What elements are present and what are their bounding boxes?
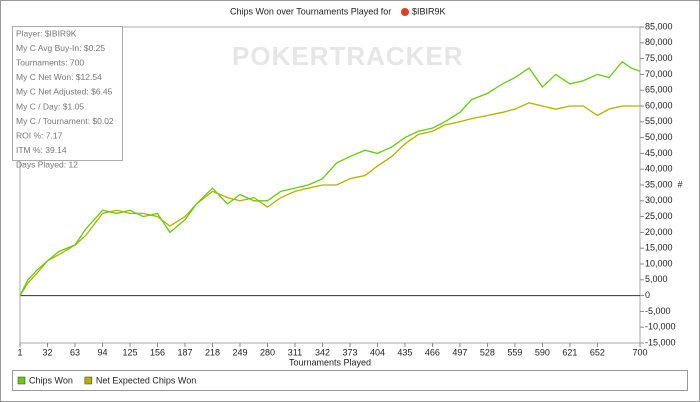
x-tick-label: 311 (288, 347, 302, 357)
y-tick-label: 50,000 (645, 132, 673, 142)
x-tick-label: 404 (370, 347, 385, 357)
x-tick-label: 1 (17, 347, 22, 357)
y-tick-label: 25,000 (645, 211, 673, 221)
y-tick-label: 0 (645, 290, 650, 300)
y-axis-label: # (677, 179, 682, 189)
stats-box (12, 26, 123, 161)
y-tick-label: -10,000 (645, 322, 676, 332)
stat-line: My C / Tournament: $0.02 (16, 116, 114, 126)
x-tick-label: 621 (562, 347, 577, 357)
y-tick-label: 5,000 (645, 274, 668, 284)
y-tick-label: 20,000 (645, 227, 673, 237)
y-tick-label: 85,000 (645, 21, 673, 31)
x-tick-label: 373 (342, 347, 357, 357)
stat-line: Days Played: 12 (16, 160, 78, 170)
x-tick-label: 652 (590, 347, 605, 357)
y-tick-label: 75,000 (645, 53, 673, 63)
stat-line: My C Net Won: $12.54 (16, 72, 102, 82)
x-tick-label: 156 (150, 347, 165, 357)
y-tick-label: 80,000 (645, 37, 673, 47)
y-tick-label: 70,000 (645, 69, 673, 79)
x-tick-label: 187 (177, 347, 192, 357)
legend (12, 370, 688, 391)
legend-label: Chips Won (29, 375, 73, 385)
stat-line: Tournaments: 700 (16, 57, 84, 67)
stat-line: Player: $IBIR9K (16, 28, 77, 38)
y-tick-label: 15,000 (645, 243, 673, 253)
x-tick-label: 218 (205, 347, 220, 357)
y-tick-label: 35,000 (645, 179, 673, 189)
player-name: $IBIR9K (412, 6, 446, 16)
x-tick-label: 497 (452, 347, 467, 357)
stat-line: My C Net Adjusted: $6.45 (16, 87, 113, 97)
y-tick-label: 55,000 (645, 116, 673, 126)
x-tick-label: 435 (397, 347, 412, 357)
player-icon (401, 8, 409, 16)
legend-swatch (84, 376, 93, 385)
x-tick-label: 559 (507, 347, 522, 357)
stat-line: ROI %: 7.17 (16, 130, 63, 140)
legend-label: Net Expected Chips Won (96, 375, 196, 385)
series-line (19, 60, 641, 296)
stat-line: ITM %: 39.14 (16, 145, 67, 155)
x-tick-label: 94 (97, 347, 107, 357)
y-tick-label: -15,000 (645, 337, 676, 347)
watermark: POKERTRACKER (232, 41, 464, 71)
chart-title: Chips Won over Tournaments Played for (230, 6, 391, 16)
x-tick-label: 125 (122, 347, 137, 357)
legend-swatch (17, 376, 26, 385)
x-tick-label: 590 (535, 347, 550, 357)
x-tick-label: 249 (232, 347, 247, 357)
x-tick-label: 466 (425, 347, 440, 357)
y-tick-label: 60,000 (645, 100, 673, 110)
y-tick-label: 30,000 (645, 195, 673, 205)
x-tick-label: 63 (70, 347, 80, 357)
y-tick-label: -5,000 (645, 306, 671, 316)
x-tick-label: 342 (315, 347, 330, 357)
y-tick-label: 40,000 (645, 164, 673, 174)
x-tick-label: 528 (480, 347, 495, 357)
x-tick-label: 280 (260, 347, 275, 357)
y-tick-label: 45,000 (645, 148, 673, 158)
x-axis-label: Tournaments Played (289, 357, 371, 367)
stat-line: My C / Day: $1.05 (16, 101, 84, 111)
x-tick-label: 700 (632, 347, 647, 357)
y-tick-label: 65,000 (645, 85, 673, 95)
stat-line: My C Avg Buy-In: $0.25 (16, 43, 105, 53)
x-tick-label: 32 (42, 347, 52, 357)
y-tick-label: 10,000 (645, 258, 673, 268)
series-line (19, 102, 640, 296)
